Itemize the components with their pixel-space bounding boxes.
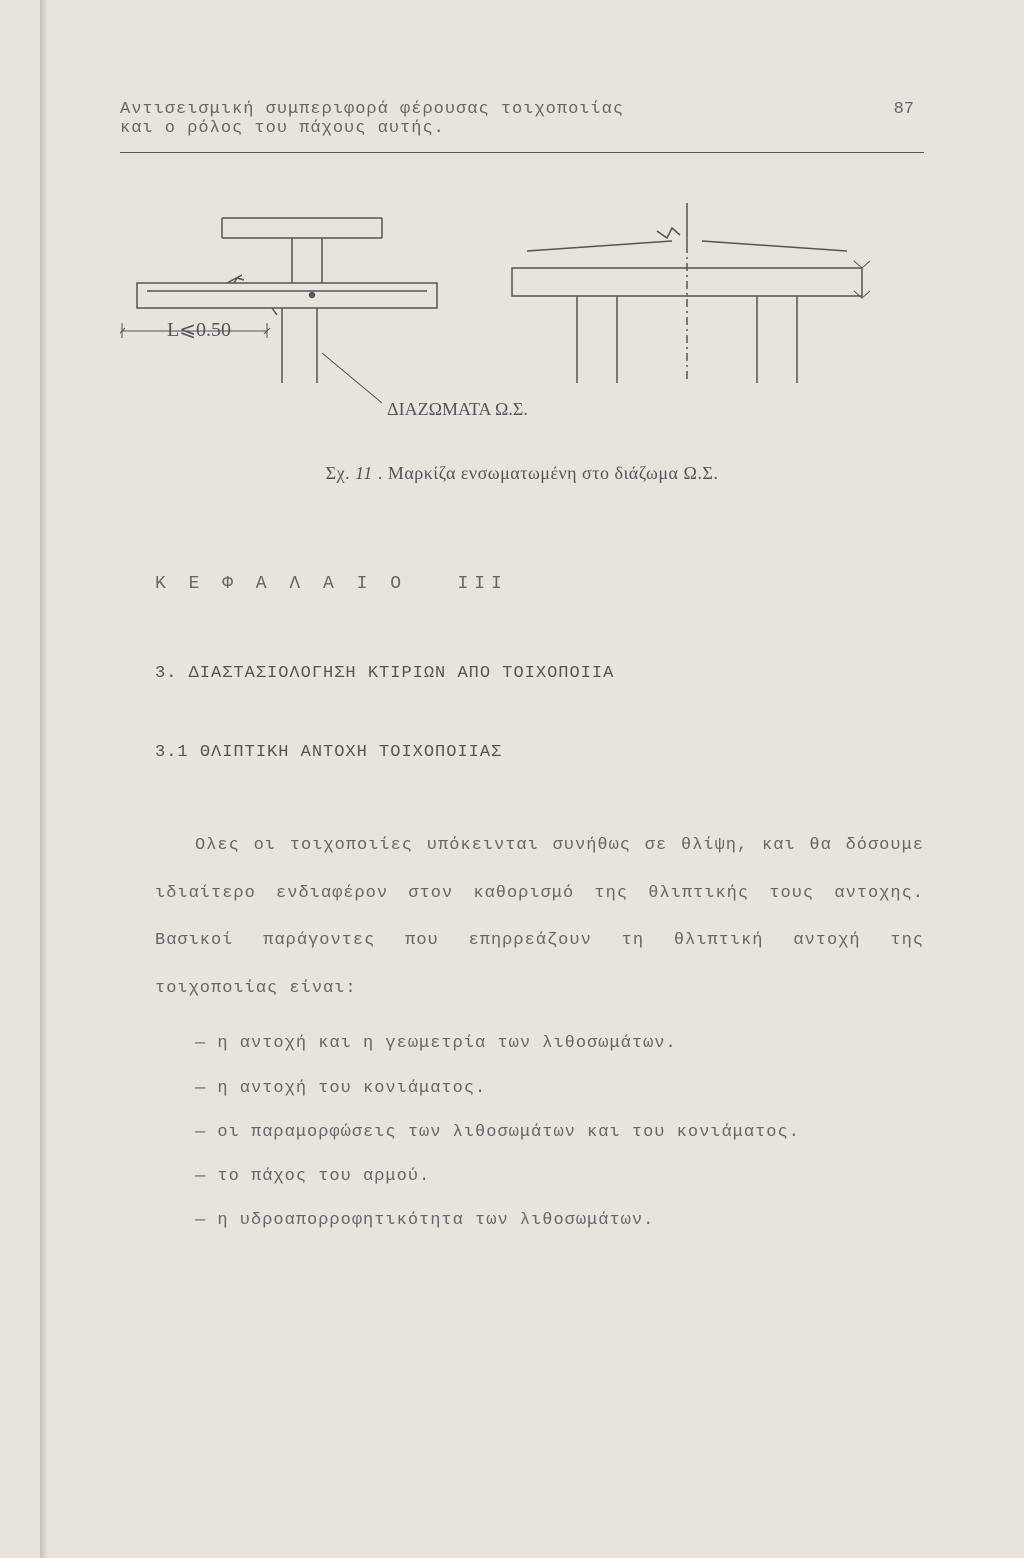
diagram-label: ΔΙΑΖΩΜΑΤΑ Ω.Σ. <box>387 399 528 419</box>
dimension-label: L⩽0.50 <box>167 319 231 341</box>
chapter-label: Κ Ε Φ Α Λ Α Ι Ο <box>155 574 407 594</box>
chapter-number: III <box>457 574 507 594</box>
subsection-text: ΘΛΙΠΤΙΚΗ ΑΝΤΟΧΗ ΤΟΙΧΟΠΟΙΙΑΣ <box>200 743 502 762</box>
header-line-2: και ο ρόλος του πάχους αυτής. <box>120 119 924 138</box>
list-item: — η αντοχή του κονιάματος. <box>195 1067 924 1111</box>
caption-suffix: . Μαρκίζα ενσωματωμένη στο διάζωμα Ω.Σ. <box>373 463 719 483</box>
page-number: 87 <box>894 100 914 119</box>
section-number: 3. <box>155 664 177 683</box>
list-item: — το πάχος του αρμού. <box>195 1155 924 1199</box>
list-item: — η υδροαπορροφητικότητα των λιθοσωμάτων… <box>195 1199 924 1243</box>
caption-number: 11 <box>355 463 373 483</box>
figure-caption: Σχ. 11 . Μαρκίζα ενσωματωμένη στο διάζωμ… <box>120 463 924 484</box>
header-line-1: Αντισεισμική συμπεριφορά φέρουσας τοιχοπ… <box>120 100 924 119</box>
section-heading: 3. ΔΙΑΣΤΑΣΙΟΛΟΓΗΣΗ ΚΤΙΡΙΩΝ ΑΠΟ ΤΟΙΧΟΠΟΙΙ… <box>155 664 924 683</box>
subsection-number: 3.1 <box>155 743 189 762</box>
technical-diagram: L⩽0.50 ΔΙΑΖΩΜΑΤΑ Ω.Σ. <box>120 183 924 433</box>
section-text: ΔΙΑΣΤΑΣΙΟΛΟΓΗΣΗ ΚΤΙΡΙΩΝ ΑΠΟ ΤΟΙΧΟΠΟΙΙΑ <box>189 664 615 683</box>
caption-prefix: Σχ. <box>326 463 355 483</box>
divider-line <box>120 152 924 153</box>
list-item: — οι παραμορφώσεις των λιθοσωμάτων και τ… <box>195 1111 924 1155</box>
list-item: — η αντοχή και η γεωμετρία των λιθοσωμάτ… <box>195 1022 924 1066</box>
paragraph-text: Ολες οι τοιχοποιίες υπόκεινται συνήθως σ… <box>155 822 924 1012</box>
subsection-heading: 3.1 ΘΛΙΠΤΙΚΗ ΑΝΤΟΧΗ ΤΟΙΧΟΠΟΙΙΑΣ <box>155 743 924 762</box>
chapter-heading: Κ Ε Φ Α Λ Α Ι Ο III <box>155 574 924 594</box>
